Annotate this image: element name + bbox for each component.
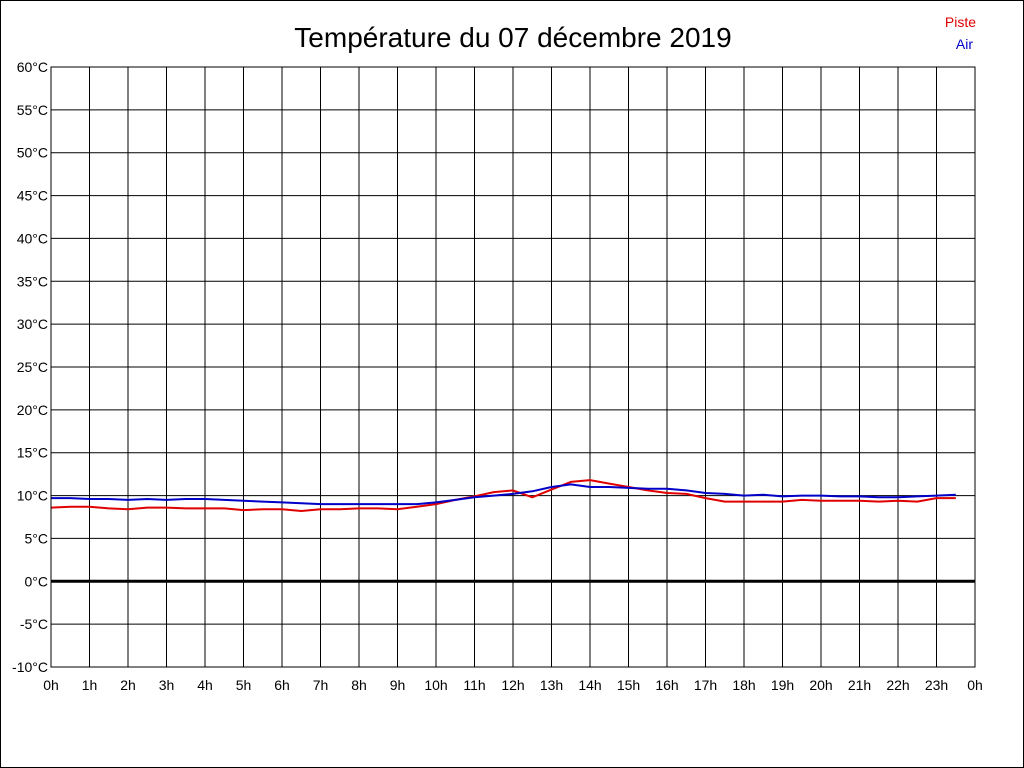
- y-tick-label: 50°C: [17, 145, 48, 161]
- y-tick-label: 5°C: [25, 530, 49, 546]
- x-tick-label: 6h: [274, 677, 290, 693]
- x-tick-label: 15h: [617, 677, 640, 693]
- x-tick-label: 2h: [120, 677, 136, 693]
- x-tick-label: 0h: [43, 677, 59, 693]
- x-tick-label: 3h: [159, 677, 175, 693]
- y-tick-label: 25°C: [17, 359, 48, 375]
- x-tick-label: 1h: [82, 677, 98, 693]
- y-tick-label: 20°C: [17, 402, 48, 418]
- legend-entry-air: Air: [956, 36, 973, 52]
- x-tick-label: 17h: [694, 677, 717, 693]
- legend-entry-piste: Piste: [945, 14, 976, 30]
- x-tick-label: 20h: [809, 677, 832, 693]
- x-tick-label: 0h: [967, 677, 983, 693]
- grid: [51, 67, 975, 667]
- y-tick-label: 35°C: [17, 273, 48, 289]
- chart-title: Température du 07 décembre 2019: [294, 22, 731, 53]
- series-line-air: [51, 483, 956, 506]
- x-tick-label: 21h: [848, 677, 871, 693]
- x-axis-ticks: 0h 1h 2h 3h 4h 5h 6h 7h 8h 9h 10h 11h 12h 13h 14h 15h 16…: [43, 677, 983, 693]
- x-tick-label: 23h: [925, 677, 948, 693]
- x-tick-label: 18h: [732, 677, 755, 693]
- y-tick-label: -5°C: [20, 616, 48, 632]
- x-tick-label: 7h: [313, 677, 329, 693]
- plot-border: [50, 66, 976, 668]
- y-tick-label: 60°C: [17, 59, 48, 75]
- x-tick-label: 9h: [390, 677, 406, 693]
- x-tick-label: 19h: [771, 677, 794, 693]
- x-tick-label: 10h: [424, 677, 447, 693]
- series-line-piste: [50, 479, 956, 512]
- x-tick-label: 22h: [886, 677, 909, 693]
- x-tick-label: 14h: [578, 677, 601, 693]
- legend: Piste Air: [945, 14, 976, 52]
- y-tick-label: 30°C: [17, 316, 48, 332]
- y-tick-label: 10°C: [17, 488, 48, 504]
- x-tick-label: 13h: [540, 677, 563, 693]
- x-tick-label: 11h: [463, 677, 485, 693]
- x-tick-label: 4h: [197, 677, 213, 693]
- y-tick-label: 40°C: [17, 230, 48, 246]
- x-tick-label: 12h: [501, 677, 524, 693]
- x-tick-label: 8h: [351, 677, 367, 693]
- y-tick-label: -10°C: [12, 659, 48, 675]
- y-tick-label: 15°C: [17, 445, 48, 461]
- series-layer: [50, 479, 956, 512]
- x-tick-label: 16h: [655, 677, 678, 693]
- x-tick-label: 5h: [236, 677, 252, 693]
- y-tick-label: 55°C: [17, 102, 48, 118]
- y-tick-label: 45°C: [17, 188, 48, 204]
- y-tick-label: 0°C: [25, 573, 49, 589]
- y-axis-ticks: -10°C -5°C 0°C 5°C 10°C 15°C 20°C 25°C 30°C 35°C 4…: [12, 59, 48, 675]
